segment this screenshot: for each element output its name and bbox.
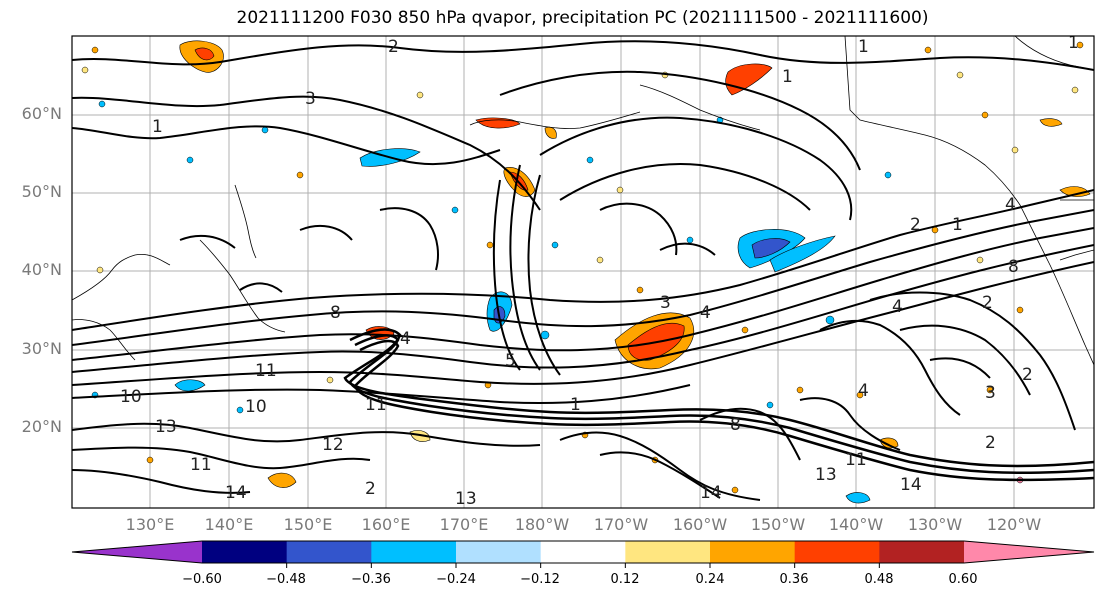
contour-label: 10	[120, 387, 142, 407]
contour-label: 2	[388, 37, 399, 57]
lon-label-160w: 160°W	[672, 515, 728, 534]
contour-label: 11	[190, 455, 212, 475]
colorbar-tick: −0.12	[520, 572, 560, 587]
colorbar-tick: −0.48	[266, 572, 306, 587]
qvapor-contours	[72, 40, 1094, 501]
contour-label: 5	[505, 351, 516, 371]
lon-label-160e: 160°E	[361, 515, 411, 534]
lon-label-130w: 130°W	[907, 515, 963, 534]
contour-label: 1	[858, 37, 869, 57]
contour-label: 14	[900, 475, 922, 495]
contour-label: 4	[400, 329, 411, 349]
colorbar-tick: −0.60	[182, 572, 222, 587]
colorbar-segment	[72, 541, 202, 563]
contour-label: 2	[982, 293, 993, 313]
lat-label-60n: 60°N	[21, 104, 62, 123]
contour-label: 3	[305, 89, 316, 109]
colorbar-segment	[710, 541, 796, 563]
contour-label: 13	[155, 417, 177, 437]
contour-labels: 2 3 1 1 1 1 2 1 4 4 2 2 3 8 4 3 8 4 5 11…	[120, 33, 1079, 509]
colorbar-outline	[71, 540, 1095, 564]
lon-label-170e: 170°E	[439, 515, 489, 534]
contour-label: 2	[1022, 365, 1033, 385]
contour-label: 11	[365, 395, 387, 415]
lon-label-170w: 170°W	[593, 515, 649, 534]
colorbar-segment	[540, 541, 626, 563]
colorbar-tick: −0.36	[351, 572, 391, 587]
contour-label: 1	[1068, 33, 1079, 53]
contour-label: 2	[910, 215, 921, 235]
lat-label-30n: 30°N	[21, 339, 62, 358]
contour-label: 2	[365, 479, 376, 499]
map-frame	[71, 35, 1095, 509]
contour-label: 14	[700, 483, 722, 503]
colorbar-segment	[456, 541, 542, 563]
contour-label: 1	[152, 117, 163, 137]
contour-label: 1	[782, 67, 793, 87]
lon-label-180w: 180°W	[514, 515, 570, 534]
map-title: 2021111200 F030 850 hPa qvapor, precipit…	[236, 8, 929, 28]
contour-label: 13	[455, 489, 477, 509]
colorbar-tick: 0.36	[779, 572, 809, 587]
contour-label: 8	[1008, 257, 1019, 277]
contour-label: 4	[1005, 195, 1016, 215]
contour-label: 8	[730, 415, 741, 435]
contour-label: 1	[952, 215, 963, 235]
colorbar-segment	[879, 541, 965, 563]
coastlines	[72, 36, 1094, 366]
precip-speckles	[81, 41, 1084, 494]
colorbar-segment	[794, 541, 880, 563]
colorbar-tick: 0.60	[948, 572, 978, 587]
contour-label: 13	[815, 465, 837, 485]
contour-label: 11	[845, 450, 867, 470]
contour-label: 3	[660, 293, 671, 313]
lat-label-20n: 20°N	[21, 417, 62, 436]
contour-label: 3	[985, 383, 996, 403]
colorbar-tick: −0.24	[436, 572, 476, 587]
colorbar-segment	[202, 541, 288, 563]
lon-label-150w: 150°W	[750, 515, 806, 534]
contour-label: 10	[245, 397, 267, 417]
map-content: 2 3 1 1 1 1 2 1 4 4 2 2 3 8 4 3 8 4 5 11…	[72, 33, 1094, 509]
lon-label-140e: 140°E	[204, 515, 254, 534]
contour-label: 11	[255, 361, 277, 381]
lat-label-40n: 40°N	[21, 260, 62, 279]
lat-label-50n: 50°N	[21, 182, 62, 201]
contour-label: 4	[858, 381, 869, 401]
lon-label-130e: 130°E	[125, 515, 175, 534]
colorbar-segment	[625, 541, 711, 563]
contour-label: 14	[225, 483, 247, 503]
colorbar-tick: 0.24	[695, 572, 725, 587]
contour-label: 1	[570, 395, 581, 415]
colorbar-segment	[371, 541, 457, 563]
contour-label: 12	[322, 435, 344, 455]
colorbar-segment	[286, 541, 372, 563]
lon-label-150e: 150°E	[283, 515, 333, 534]
colorbar-tick: 0.12	[610, 572, 640, 587]
gridlines	[72, 36, 1094, 508]
contour-label: 2	[985, 433, 996, 453]
colorbar	[71, 540, 1095, 568]
contour-label: 4	[892, 297, 903, 317]
contour-label: 8	[330, 303, 341, 323]
lon-label-140w: 140°W	[828, 515, 884, 534]
colorbar-tick: 0.48	[864, 572, 894, 587]
contour-label: 4	[700, 303, 711, 323]
colorbar-segment	[964, 541, 1094, 563]
lon-label-120w: 120°W	[986, 515, 1042, 534]
